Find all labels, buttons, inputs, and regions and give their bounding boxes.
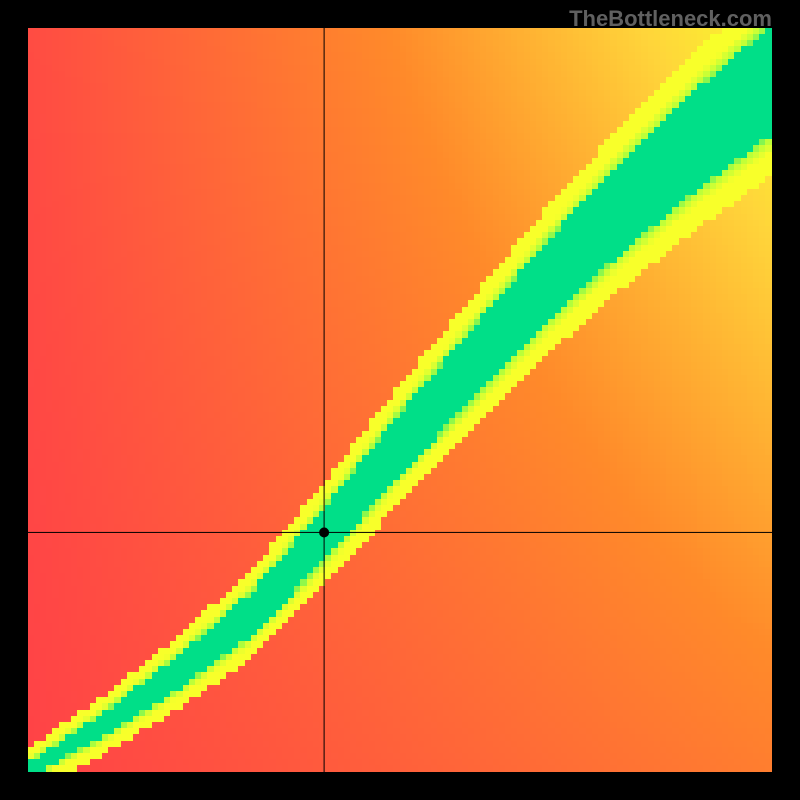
chart-container: TheBottleneck.com [0,0,800,800]
heatmap-canvas [28,28,772,772]
watermark-text: TheBottleneck.com [569,6,772,32]
plot-area [28,28,772,772]
